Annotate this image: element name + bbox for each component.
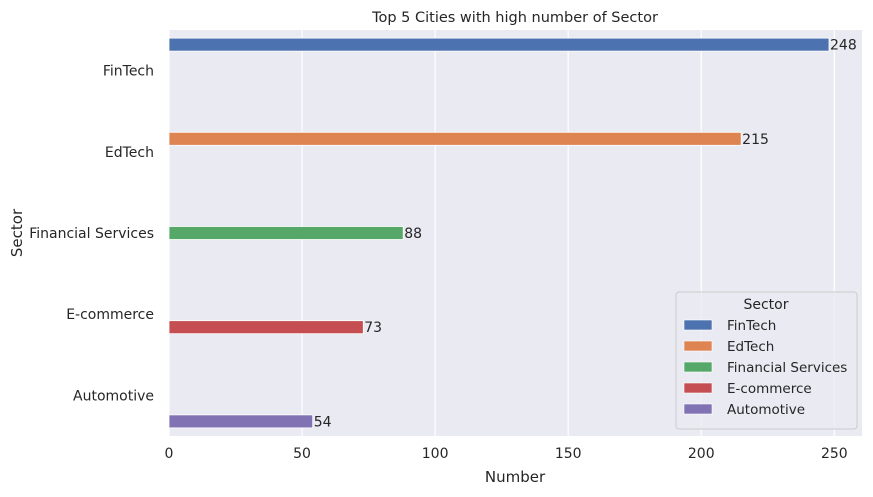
y-tick-labels: FinTech EdTech Financial Services E-commerc… [29, 64, 154, 405]
bar [168, 226, 404, 240]
legend-items: FinTech EdTech Financial Services E-commerc… [683, 318, 847, 418]
legend-swatch [683, 403, 713, 415]
legend-label: Financial Services [727, 360, 847, 376]
legend-swatch [683, 361, 713, 373]
x-axis-label: Number [485, 468, 546, 486]
data-label: 215 [742, 132, 769, 148]
legend-label: FinTech [727, 318, 776, 334]
legend-label: EdTech [727, 339, 774, 355]
legend-swatch [683, 319, 713, 331]
data-label: 73 [364, 320, 382, 336]
bars [168, 37, 830, 429]
x-tick-labels: 0 50 100 150 200 250 [165, 446, 848, 462]
data-label: 88 [404, 226, 422, 242]
y-axis-label: Sector [8, 208, 26, 257]
legend-swatch [683, 382, 713, 394]
legend-label: Automotive [727, 402, 805, 418]
y-tick-label: EdTech [105, 145, 154, 161]
bar [168, 414, 314, 429]
x-tick-label: 50 [293, 446, 311, 462]
x-tick-label: 150 [555, 446, 582, 462]
y-tick-label: E-commerce [66, 307, 154, 323]
legend-title: Sector [743, 297, 788, 313]
data-labels: 248 215 88 73 54 [314, 38, 857, 431]
legend: Sector FinTech EdTech Financial Services E-… [675, 291, 858, 430]
y-tick-label: Automotive [73, 388, 154, 404]
x-tick-label: 200 [688, 446, 715, 462]
legend-frame [675, 291, 858, 430]
x-tick-label: 0 [165, 446, 174, 462]
x-tick-label: 100 [422, 446, 449, 462]
bar [168, 37, 830, 52]
chart-title: Top 5 Cities with high number of Sector [371, 10, 658, 26]
bar [168, 320, 364, 335]
data-label: 248 [830, 38, 857, 54]
bar [168, 131, 742, 146]
y-tick-label: FinTech [103, 64, 154, 80]
y-tick-label: Financial Services [29, 226, 154, 242]
data-label: 54 [314, 414, 332, 430]
x-tick-label: 250 [821, 446, 848, 462]
legend-label: E-commerce [727, 381, 812, 397]
legend-swatch [683, 340, 713, 352]
